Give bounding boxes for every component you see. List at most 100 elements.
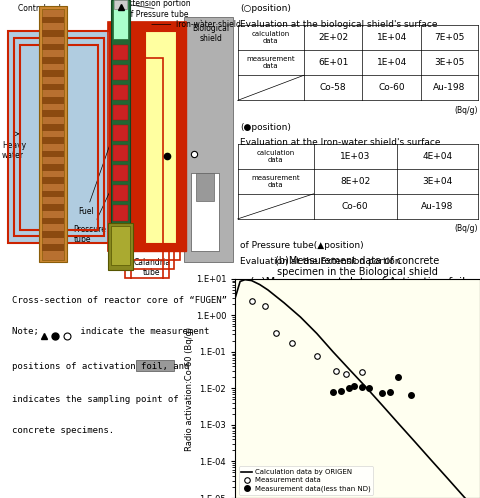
Calculation data by ORIGEN bbox=[298, 314, 303, 320]
Calculation data by ORIGEN bbox=[412, 439, 418, 445]
Bar bbox=[113, 0, 128, 39]
Bar bbox=[113, 45, 128, 60]
Measurement data bbox=[314, 354, 320, 360]
Line: Calculation data by ORIGEN: Calculation data by ORIGEN bbox=[235, 280, 480, 498]
Text: 1E+03: 1E+03 bbox=[340, 152, 371, 161]
Bar bbox=[114, 31, 180, 260]
Text: positions of activation foil, and: positions of activation foil, and bbox=[12, 362, 189, 371]
Text: Au-198: Au-198 bbox=[433, 83, 466, 92]
Bar bbox=[42, 17, 64, 23]
Text: measurement
data: measurement data bbox=[251, 175, 300, 188]
Bar bbox=[113, 85, 128, 101]
Calculation data by ORIGEN bbox=[257, 281, 263, 287]
Measurement data(less than ND) bbox=[351, 382, 357, 388]
Bar bbox=[113, 165, 128, 181]
Measurement data(less than ND) bbox=[338, 388, 344, 394]
Bar bbox=[42, 97, 64, 104]
Text: Note;: Note; bbox=[12, 327, 44, 336]
Text: Evaluation at the Extension portion: Evaluation at the Extension portion bbox=[240, 256, 401, 265]
Text: 8E+02: 8E+02 bbox=[340, 177, 370, 186]
Text: 1E+04: 1E+04 bbox=[377, 33, 407, 42]
Text: concrete specimens.: concrete specimens. bbox=[12, 426, 114, 435]
Bar bbox=[108, 223, 133, 270]
Measurement data(less than ND) bbox=[408, 392, 414, 398]
Text: 1E+04: 1E+04 bbox=[377, 58, 407, 67]
Bar bbox=[42, 137, 64, 144]
Measurement data bbox=[249, 298, 254, 304]
Text: Extension portion
of Pressure tube: Extension portion of Pressure tube bbox=[123, 0, 191, 18]
Calculation data by ORIGEN bbox=[281, 300, 287, 306]
Calculation data by ORIGEN bbox=[396, 420, 401, 426]
Calculation data by ORIGEN bbox=[265, 287, 271, 293]
Calculation data by ORIGEN bbox=[347, 367, 352, 373]
Bar bbox=[114, 0, 127, 9]
Bar bbox=[132, 58, 163, 287]
Calculation data by ORIGEN bbox=[363, 384, 369, 390]
Bar bbox=[42, 191, 64, 197]
Text: 6E+01: 6E+01 bbox=[318, 58, 348, 67]
Bar bbox=[120, 40, 174, 269]
Measurement data bbox=[360, 369, 365, 375]
Measurement data bbox=[262, 303, 267, 309]
Bar bbox=[108, 22, 186, 251]
Measurement data bbox=[343, 371, 349, 377]
Text: (○position): (○position) bbox=[240, 4, 291, 13]
Measurement data bbox=[334, 368, 339, 374]
Bar bbox=[42, 30, 64, 37]
Text: of Pressure tube(▲position): of Pressure tube(▲position) bbox=[240, 241, 364, 250]
Text: (●position): (●position) bbox=[240, 123, 291, 131]
Text: 2E+02: 2E+02 bbox=[318, 33, 348, 42]
Text: Heavy
water: Heavy water bbox=[2, 141, 26, 160]
Measurement data(less than ND) bbox=[396, 374, 401, 380]
Calculation data by ORIGEN bbox=[237, 278, 243, 284]
Text: Control rod: Control rod bbox=[18, 4, 60, 20]
Bar bbox=[136, 360, 174, 371]
Calculation data by ORIGEN bbox=[461, 494, 467, 498]
Bar bbox=[42, 57, 64, 64]
Bar bbox=[111, 0, 131, 268]
Bar bbox=[108, 22, 186, 251]
Calculation data by ORIGEN bbox=[379, 402, 385, 408]
Bar bbox=[191, 173, 218, 251]
Bar bbox=[14, 38, 104, 237]
Text: 4E+04: 4E+04 bbox=[422, 152, 452, 161]
Text: calculation
data: calculation data bbox=[256, 150, 295, 163]
Measurement data(less than ND) bbox=[366, 385, 372, 391]
Bar bbox=[42, 177, 64, 184]
Text: Co-58: Co-58 bbox=[320, 83, 347, 92]
Calculation data by ORIGEN bbox=[242, 277, 248, 283]
Text: Pressure
tube: Pressure tube bbox=[73, 192, 109, 244]
Bar bbox=[42, 70, 64, 77]
Bar bbox=[42, 124, 64, 130]
Bar bbox=[39, 5, 67, 262]
Text: Au-198: Au-198 bbox=[421, 202, 453, 211]
Bar bbox=[42, 9, 64, 260]
Text: Co-60: Co-60 bbox=[379, 83, 405, 92]
Text: Calandria
tube: Calandria tube bbox=[123, 258, 170, 277]
Bar bbox=[42, 204, 64, 211]
Bar bbox=[184, 17, 233, 262]
Bar bbox=[42, 150, 64, 157]
Y-axis label: Radio activation:Co-60 (Bq/g): Radio activation:Co-60 (Bq/g) bbox=[185, 326, 194, 451]
Bar bbox=[42, 245, 64, 251]
Calculation data by ORIGEN bbox=[232, 295, 238, 301]
Bar bbox=[145, 31, 176, 243]
Measurement data bbox=[289, 340, 295, 346]
Bar bbox=[8, 31, 110, 243]
Bar bbox=[196, 173, 214, 201]
Measurement data(less than ND) bbox=[360, 384, 365, 390]
Bar bbox=[42, 84, 64, 90]
Text: 7E+05: 7E+05 bbox=[434, 33, 465, 42]
Bar bbox=[111, 227, 131, 265]
Text: Evaluation at the Iron-water shield's surface: Evaluation at the Iron-water shield's su… bbox=[240, 138, 441, 147]
Measurement data(less than ND) bbox=[347, 385, 352, 391]
Calculation data by ORIGEN bbox=[330, 349, 336, 355]
Measurement data(less than ND) bbox=[387, 388, 393, 394]
Legend: Calculation data by ORIGEN, Measurement data, Measurement data(less than ND): Calculation data by ORIGEN, Measurement … bbox=[239, 466, 373, 495]
Bar bbox=[113, 65, 128, 80]
Text: Fuel: Fuel bbox=[78, 125, 117, 217]
Bar bbox=[20, 45, 98, 230]
Calculation data by ORIGEN bbox=[444, 475, 450, 481]
Text: Biological
shield: Biological shield bbox=[192, 20, 229, 43]
Text: (Bq/g): (Bq/g) bbox=[454, 106, 478, 115]
